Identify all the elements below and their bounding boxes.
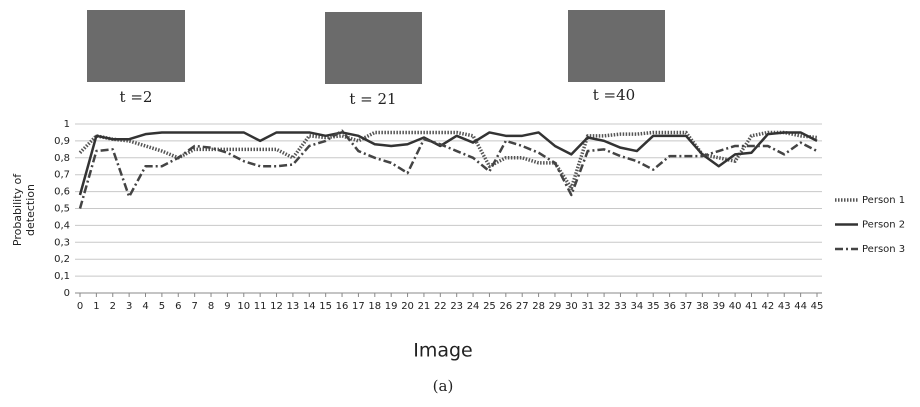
x-tick-label: 15 — [319, 301, 332, 312]
y-tick-label: 0,6 — [54, 187, 70, 198]
x-tick-label: 41 — [745, 301, 758, 312]
x-tick-label: 17 — [352, 301, 365, 312]
y-tick-label: 0,8 — [54, 153, 70, 164]
x-tick-label: 9 — [224, 301, 230, 312]
x-tick-label: 44 — [794, 301, 807, 312]
x-tick-label: 34 — [630, 301, 643, 312]
x-tick-label: 10 — [237, 301, 250, 312]
x-tick-label: 23 — [450, 301, 463, 312]
x-tick-label: 38 — [696, 301, 709, 312]
annotation: t =40 — [593, 86, 635, 104]
x-tick-label: 31 — [581, 301, 594, 312]
y-tick-label: 0,5 — [54, 204, 70, 215]
line — [78, 130, 818, 190]
y-tick-label: 0,3 — [54, 237, 70, 248]
x-tick-label: 36 — [663, 301, 676, 312]
x-tick-label: 39 — [712, 301, 725, 312]
x-tick-label: 6 — [175, 301, 181, 312]
y-tick-label: 0,1 — [54, 271, 70, 282]
x-tick-label: 0 — [77, 301, 83, 312]
thumbnail — [87, 10, 185, 82]
thumbnail — [568, 10, 665, 82]
x-tick-label: 13 — [287, 301, 300, 312]
x-axis-title: Image — [413, 340, 473, 362]
x-tick-label: 1 — [93, 301, 99, 312]
x-tick-label: 37 — [680, 301, 693, 312]
line — [78, 131, 818, 196]
x-tick-label: 20 — [401, 301, 414, 312]
y-axis-title: detection — [24, 184, 37, 236]
y-tick-label: 0 — [64, 288, 70, 299]
x-tick-label: 18 — [368, 301, 381, 312]
x-tick-label: 2 — [110, 301, 116, 312]
y-tick-label: 0,2 — [54, 254, 70, 265]
x-tick-label: 45 — [811, 301, 824, 312]
annotation: t = 21 — [349, 90, 396, 108]
x-tick-label: 8 — [208, 301, 214, 312]
y-tick-label: 1 — [64, 119, 70, 130]
x-tick-label: 40 — [729, 301, 742, 312]
x-tick-label: 4 — [142, 301, 148, 312]
x-tick-label: 43 — [778, 301, 791, 312]
x-tick-label: 5 — [159, 301, 165, 312]
x-tick-label: 16 — [336, 301, 349, 312]
legend-label: Person 2 — [862, 220, 905, 231]
x-tick-label: 33 — [614, 301, 627, 312]
x-tick-label: 3 — [126, 301, 132, 312]
caption: (a) — [433, 377, 454, 395]
x-tick-label: 26 — [499, 301, 512, 312]
annotation: t =2 — [120, 88, 153, 106]
x-tick-label: 25 — [483, 301, 496, 312]
x-tick-label: 27 — [516, 301, 529, 312]
x-tick-label: 35 — [647, 301, 660, 312]
y-tick-label: 0,7 — [54, 170, 70, 181]
x-tick-label: 24 — [467, 301, 480, 312]
x-tick-label: 28 — [532, 301, 545, 312]
line — [78, 129, 818, 209]
y-axis-title: Probability of — [11, 173, 24, 246]
x-tick-label: 21 — [418, 301, 431, 312]
x-tick-label: 12 — [270, 301, 283, 312]
x-tick-label: 42 — [761, 301, 774, 312]
x-tick-label: 14 — [303, 301, 316, 312]
thumbnail — [325, 12, 422, 84]
x-tick-label: 32 — [598, 301, 611, 312]
x-tick-label: 19 — [385, 301, 398, 312]
legend-label: Person 1 — [862, 195, 905, 206]
x-tick-label: 7 — [191, 301, 197, 312]
x-tick-label: 30 — [565, 301, 578, 312]
y-tick-label: 0,9 — [54, 136, 70, 147]
x-tick-label: 22 — [434, 301, 447, 312]
y-tick-label: 0,4 — [54, 220, 70, 231]
legend-label: Person 3 — [862, 244, 905, 255]
x-tick-label: 11 — [254, 301, 267, 312]
x-tick-label: 29 — [549, 301, 562, 312]
